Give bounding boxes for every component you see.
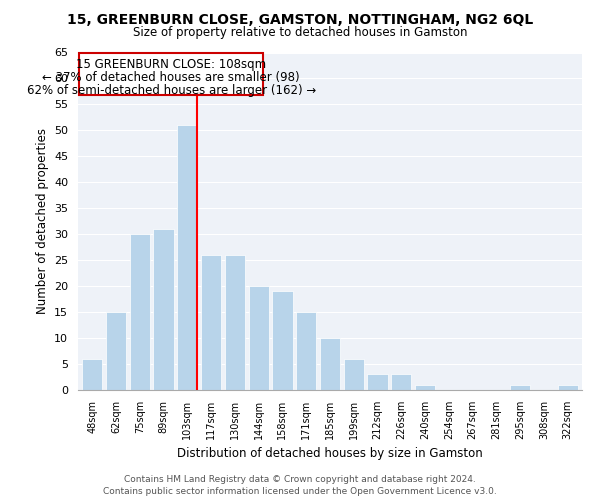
Bar [82,359,103,390]
Text: Size of property relative to detached houses in Gamston: Size of property relative to detached ho… [133,26,467,39]
Bar [248,286,269,390]
Bar [154,229,173,390]
Bar [367,374,388,390]
Bar [272,292,293,390]
Text: ← 37% of detached houses are smaller (98): ← 37% of detached houses are smaller (98… [43,70,300,84]
Bar [510,385,530,390]
Bar [320,338,340,390]
Text: 15 GREENBURN CLOSE: 108sqm: 15 GREENBURN CLOSE: 108sqm [76,58,266,70]
Bar [177,125,197,390]
Bar [415,385,435,390]
Bar [391,374,412,390]
Bar [130,234,150,390]
Bar [344,359,364,390]
Text: 15, GREENBURN CLOSE, GAMSTON, NOTTINGHAM, NG2 6QL: 15, GREENBURN CLOSE, GAMSTON, NOTTINGHAM… [67,12,533,26]
Y-axis label: Number of detached properties: Number of detached properties [35,128,49,314]
Bar [225,255,245,390]
Bar [296,312,316,390]
Bar [201,255,221,390]
Bar [106,312,126,390]
FancyBboxPatch shape [79,52,263,95]
Bar [557,385,578,390]
Text: Contains HM Land Registry data © Crown copyright and database right 2024.
Contai: Contains HM Land Registry data © Crown c… [103,474,497,496]
X-axis label: Distribution of detached houses by size in Gamston: Distribution of detached houses by size … [177,448,483,460]
Text: 62% of semi-detached houses are larger (162) →: 62% of semi-detached houses are larger (… [26,84,316,96]
